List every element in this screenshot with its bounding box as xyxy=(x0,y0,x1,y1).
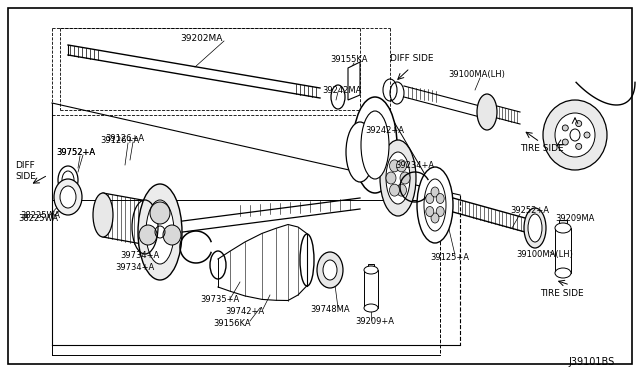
Ellipse shape xyxy=(364,304,378,312)
Ellipse shape xyxy=(390,184,399,196)
Ellipse shape xyxy=(424,179,446,231)
Text: 38225WA: 38225WA xyxy=(18,214,58,222)
Ellipse shape xyxy=(400,172,410,184)
Text: 38225WA: 38225WA xyxy=(20,211,60,219)
Text: 39100MA(LH): 39100MA(LH) xyxy=(448,70,505,78)
Text: 39126+A: 39126+A xyxy=(100,135,139,144)
Ellipse shape xyxy=(138,184,182,280)
Ellipse shape xyxy=(60,186,76,208)
Ellipse shape xyxy=(380,140,416,216)
Ellipse shape xyxy=(576,121,582,126)
Ellipse shape xyxy=(163,225,181,245)
Text: 39202MA: 39202MA xyxy=(180,33,222,42)
Ellipse shape xyxy=(477,94,497,130)
Text: DIFF SIDE: DIFF SIDE xyxy=(390,54,433,62)
Text: 39734+A: 39734+A xyxy=(115,263,154,273)
Ellipse shape xyxy=(150,202,170,224)
Ellipse shape xyxy=(146,200,174,264)
Ellipse shape xyxy=(54,179,82,215)
Ellipse shape xyxy=(93,193,113,237)
Ellipse shape xyxy=(160,205,180,249)
Text: 39734+A: 39734+A xyxy=(120,250,159,260)
Ellipse shape xyxy=(417,167,453,243)
Text: SIDE: SIDE xyxy=(15,171,36,180)
Ellipse shape xyxy=(364,266,378,274)
Ellipse shape xyxy=(386,172,396,184)
Ellipse shape xyxy=(431,187,439,197)
Ellipse shape xyxy=(563,139,568,145)
Text: 39209+A: 39209+A xyxy=(355,317,394,327)
Ellipse shape xyxy=(426,206,434,217)
Text: 39242+A: 39242+A xyxy=(365,125,404,135)
Ellipse shape xyxy=(524,208,546,248)
Ellipse shape xyxy=(361,111,389,179)
Ellipse shape xyxy=(397,184,406,196)
Ellipse shape xyxy=(317,252,343,288)
Text: 39752+A: 39752+A xyxy=(56,148,95,157)
Ellipse shape xyxy=(426,193,434,203)
Ellipse shape xyxy=(555,223,571,233)
Ellipse shape xyxy=(353,97,397,193)
Ellipse shape xyxy=(431,213,439,223)
Ellipse shape xyxy=(139,225,157,245)
Text: 39752+A: 39752+A xyxy=(56,148,95,157)
Text: 39156KA: 39156KA xyxy=(213,318,251,327)
Text: 39126+A: 39126+A xyxy=(105,134,144,142)
Bar xyxy=(559,220,567,229)
Text: 39209MA: 39209MA xyxy=(555,214,595,222)
Text: 39252+A: 39252+A xyxy=(510,205,549,215)
Bar xyxy=(364,270,378,308)
Text: 39735+A: 39735+A xyxy=(200,295,239,305)
Ellipse shape xyxy=(436,206,444,217)
Ellipse shape xyxy=(576,144,582,150)
Text: 39234+A: 39234+A xyxy=(395,160,434,170)
Bar xyxy=(555,228,571,273)
Ellipse shape xyxy=(390,160,399,172)
Text: 39125+A: 39125+A xyxy=(430,253,469,263)
Text: 39742+A: 39742+A xyxy=(225,307,264,315)
Text: DIFF: DIFF xyxy=(15,160,35,170)
Text: 39748MA: 39748MA xyxy=(310,305,349,314)
Bar xyxy=(368,264,374,271)
Ellipse shape xyxy=(584,132,590,138)
Ellipse shape xyxy=(555,113,595,157)
Text: 39155KA: 39155KA xyxy=(330,55,367,64)
Ellipse shape xyxy=(386,152,410,204)
Text: TIRE SIDE: TIRE SIDE xyxy=(520,144,564,153)
Ellipse shape xyxy=(543,100,607,170)
Ellipse shape xyxy=(397,160,406,172)
Ellipse shape xyxy=(323,260,337,280)
Text: 39100MA(LH): 39100MA(LH) xyxy=(516,250,573,259)
Text: J39101BS: J39101BS xyxy=(568,357,614,367)
Ellipse shape xyxy=(346,122,374,182)
Polygon shape xyxy=(348,62,360,100)
Text: 39242MA: 39242MA xyxy=(322,86,362,94)
Text: TIRE SIDE: TIRE SIDE xyxy=(540,289,584,298)
Ellipse shape xyxy=(528,214,542,242)
Ellipse shape xyxy=(555,268,571,278)
Ellipse shape xyxy=(563,125,568,131)
Ellipse shape xyxy=(436,193,444,203)
